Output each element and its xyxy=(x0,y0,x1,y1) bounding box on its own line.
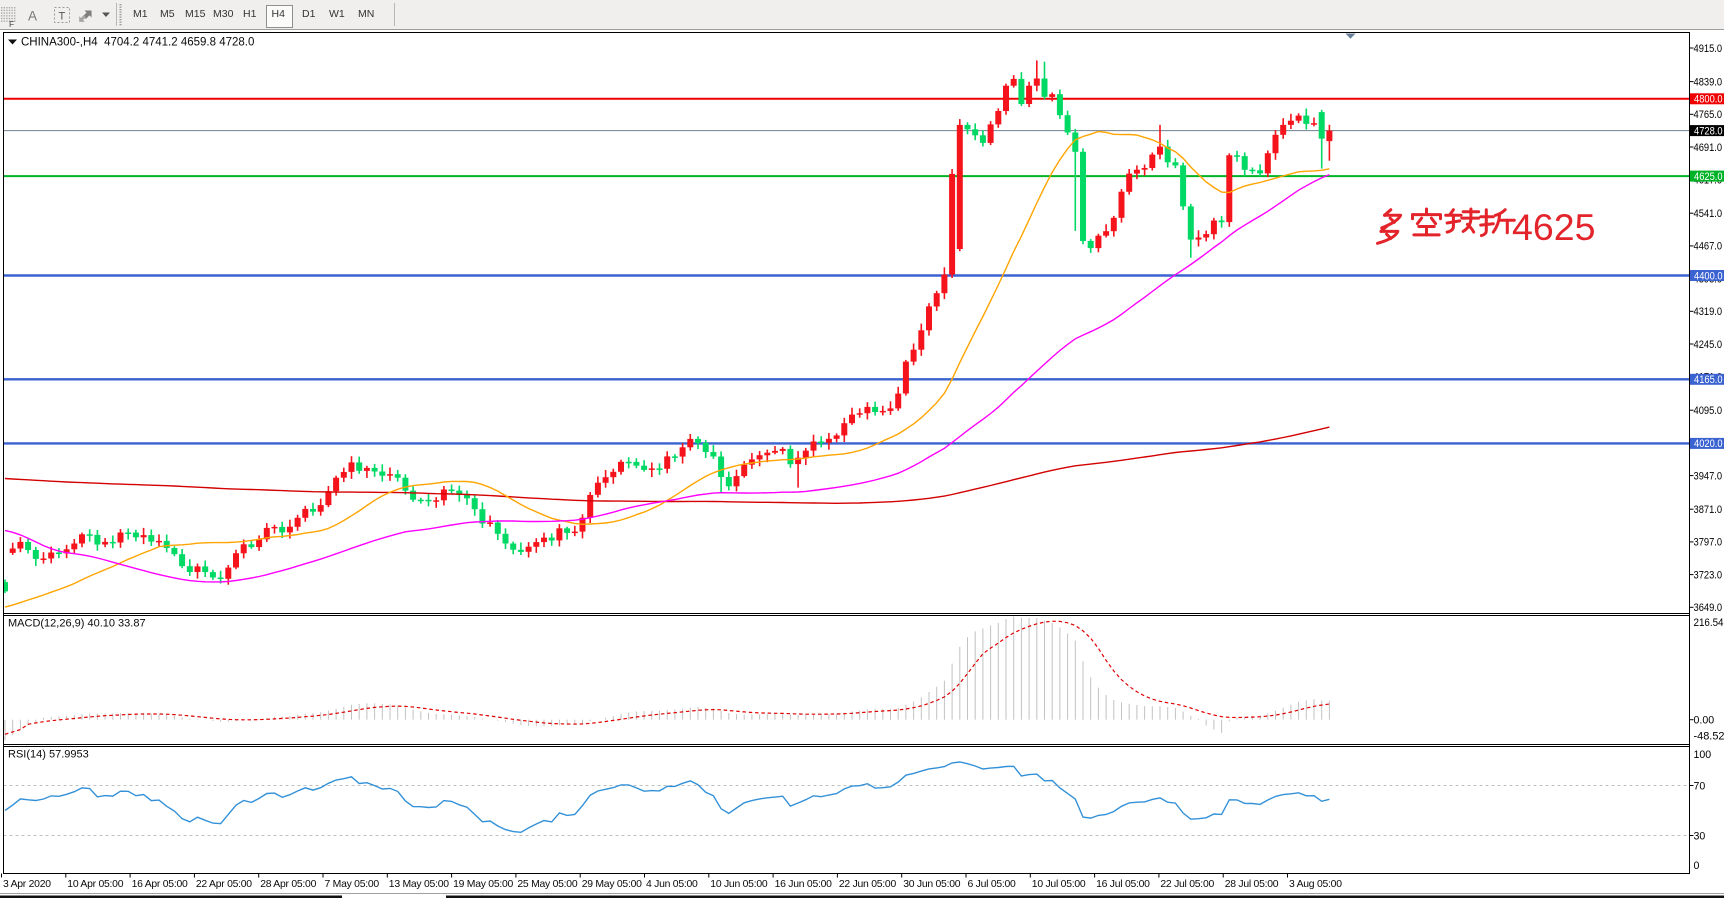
svg-text:4625: 4625 xyxy=(1512,206,1595,248)
svg-text:7 May 05:00: 7 May 05:00 xyxy=(325,879,380,890)
svg-text:19 May 05:00: 19 May 05:00 xyxy=(453,879,513,890)
svg-text:3797.0: 3797.0 xyxy=(1694,537,1723,549)
svg-text:4839.0: 4839.0 xyxy=(1694,76,1723,88)
svg-text:4915.0: 4915.0 xyxy=(1694,43,1723,55)
svg-text:16 Jul 05:00: 16 Jul 05:00 xyxy=(1096,879,1150,890)
svg-text:70: 70 xyxy=(1694,780,1706,792)
svg-text:4541.0: 4541.0 xyxy=(1694,208,1723,220)
svg-text:4467.0: 4467.0 xyxy=(1694,241,1723,253)
svg-text:3 Apr 2020: 3 Apr 2020 xyxy=(3,879,51,890)
svg-text:RSI(14) 57.9953: RSI(14) 57.9953 xyxy=(8,749,89,761)
svg-text:4765.0: 4765.0 xyxy=(1694,109,1723,121)
svg-text:F: F xyxy=(9,19,14,29)
svg-text:A: A xyxy=(28,9,37,24)
svg-text:0.00: 0.00 xyxy=(1694,715,1715,727)
svg-text:100: 100 xyxy=(1694,749,1712,761)
svg-text:216.54: 216.54 xyxy=(1694,617,1724,629)
svg-text:T: T xyxy=(59,11,66,23)
svg-text:4245.0: 4245.0 xyxy=(1694,339,1723,351)
svg-text:4319.0: 4319.0 xyxy=(1694,306,1723,318)
svg-text:25 May 05:00: 25 May 05:00 xyxy=(517,879,577,890)
svg-text:30 Jun 05:00: 30 Jun 05:00 xyxy=(903,879,961,890)
svg-text:13 May 05:00: 13 May 05:00 xyxy=(389,879,449,890)
svg-text:4728.0: 4728.0 xyxy=(1694,125,1723,137)
svg-text:4400.0: 4400.0 xyxy=(1694,270,1723,282)
svg-text:3871.0: 3871.0 xyxy=(1694,504,1723,516)
svg-text:28 Apr 05:00: 28 Apr 05:00 xyxy=(260,879,316,890)
svg-text:CHINA300-,H4 4704.2 4741.2 46: CHINA300-,H4 4704.2 4741.2 4659.8 4728.0 xyxy=(21,36,254,48)
svg-text:22 Jun 05:00: 22 Jun 05:00 xyxy=(839,879,897,890)
svg-text:4095.0: 4095.0 xyxy=(1694,405,1723,417)
svg-text:30: 30 xyxy=(1694,830,1706,842)
svg-text:3649.0: 3649.0 xyxy=(1694,602,1723,614)
svg-text:16 Jun 05:00: 16 Jun 05:00 xyxy=(775,879,833,890)
svg-text:4800.0: 4800.0 xyxy=(1694,94,1723,106)
svg-text:4 Jun 05:00: 4 Jun 05:00 xyxy=(646,879,698,890)
svg-text:16 Apr 05:00: 16 Apr 05:00 xyxy=(132,879,188,890)
svg-text:-48.52: -48.52 xyxy=(1694,730,1724,742)
svg-text:10 Jul 05:00: 10 Jul 05:00 xyxy=(1032,879,1086,890)
svg-text:22 Jul 05:00: 22 Jul 05:00 xyxy=(1160,879,1214,890)
svg-text:MACD(12,26,9) 40.10 33.87: MACD(12,26,9) 40.10 33.87 xyxy=(8,618,146,630)
svg-text:29 May 05:00: 29 May 05:00 xyxy=(582,879,642,890)
svg-text:4625.0: 4625.0 xyxy=(1694,171,1723,183)
svg-text:28 Jul 05:00: 28 Jul 05:00 xyxy=(1225,879,1279,890)
svg-text:3947.0: 3947.0 xyxy=(1694,470,1723,482)
svg-text:4020.0: 4020.0 xyxy=(1694,438,1723,450)
svg-text:0: 0 xyxy=(1694,860,1700,872)
svg-text:6 Jul 05:00: 6 Jul 05:00 xyxy=(968,879,1017,890)
svg-text:4165.0: 4165.0 xyxy=(1694,374,1723,386)
svg-text:3723.0: 3723.0 xyxy=(1694,569,1723,581)
svg-text:22 Apr 05:00: 22 Apr 05:00 xyxy=(196,879,252,890)
svg-text:3 Aug 05:00: 3 Aug 05:00 xyxy=(1289,879,1342,890)
svg-text:10 Apr 05:00: 10 Apr 05:00 xyxy=(67,879,123,890)
svg-text:10 Jun 05:00: 10 Jun 05:00 xyxy=(710,879,768,890)
svg-text:4691.0: 4691.0 xyxy=(1694,142,1723,154)
